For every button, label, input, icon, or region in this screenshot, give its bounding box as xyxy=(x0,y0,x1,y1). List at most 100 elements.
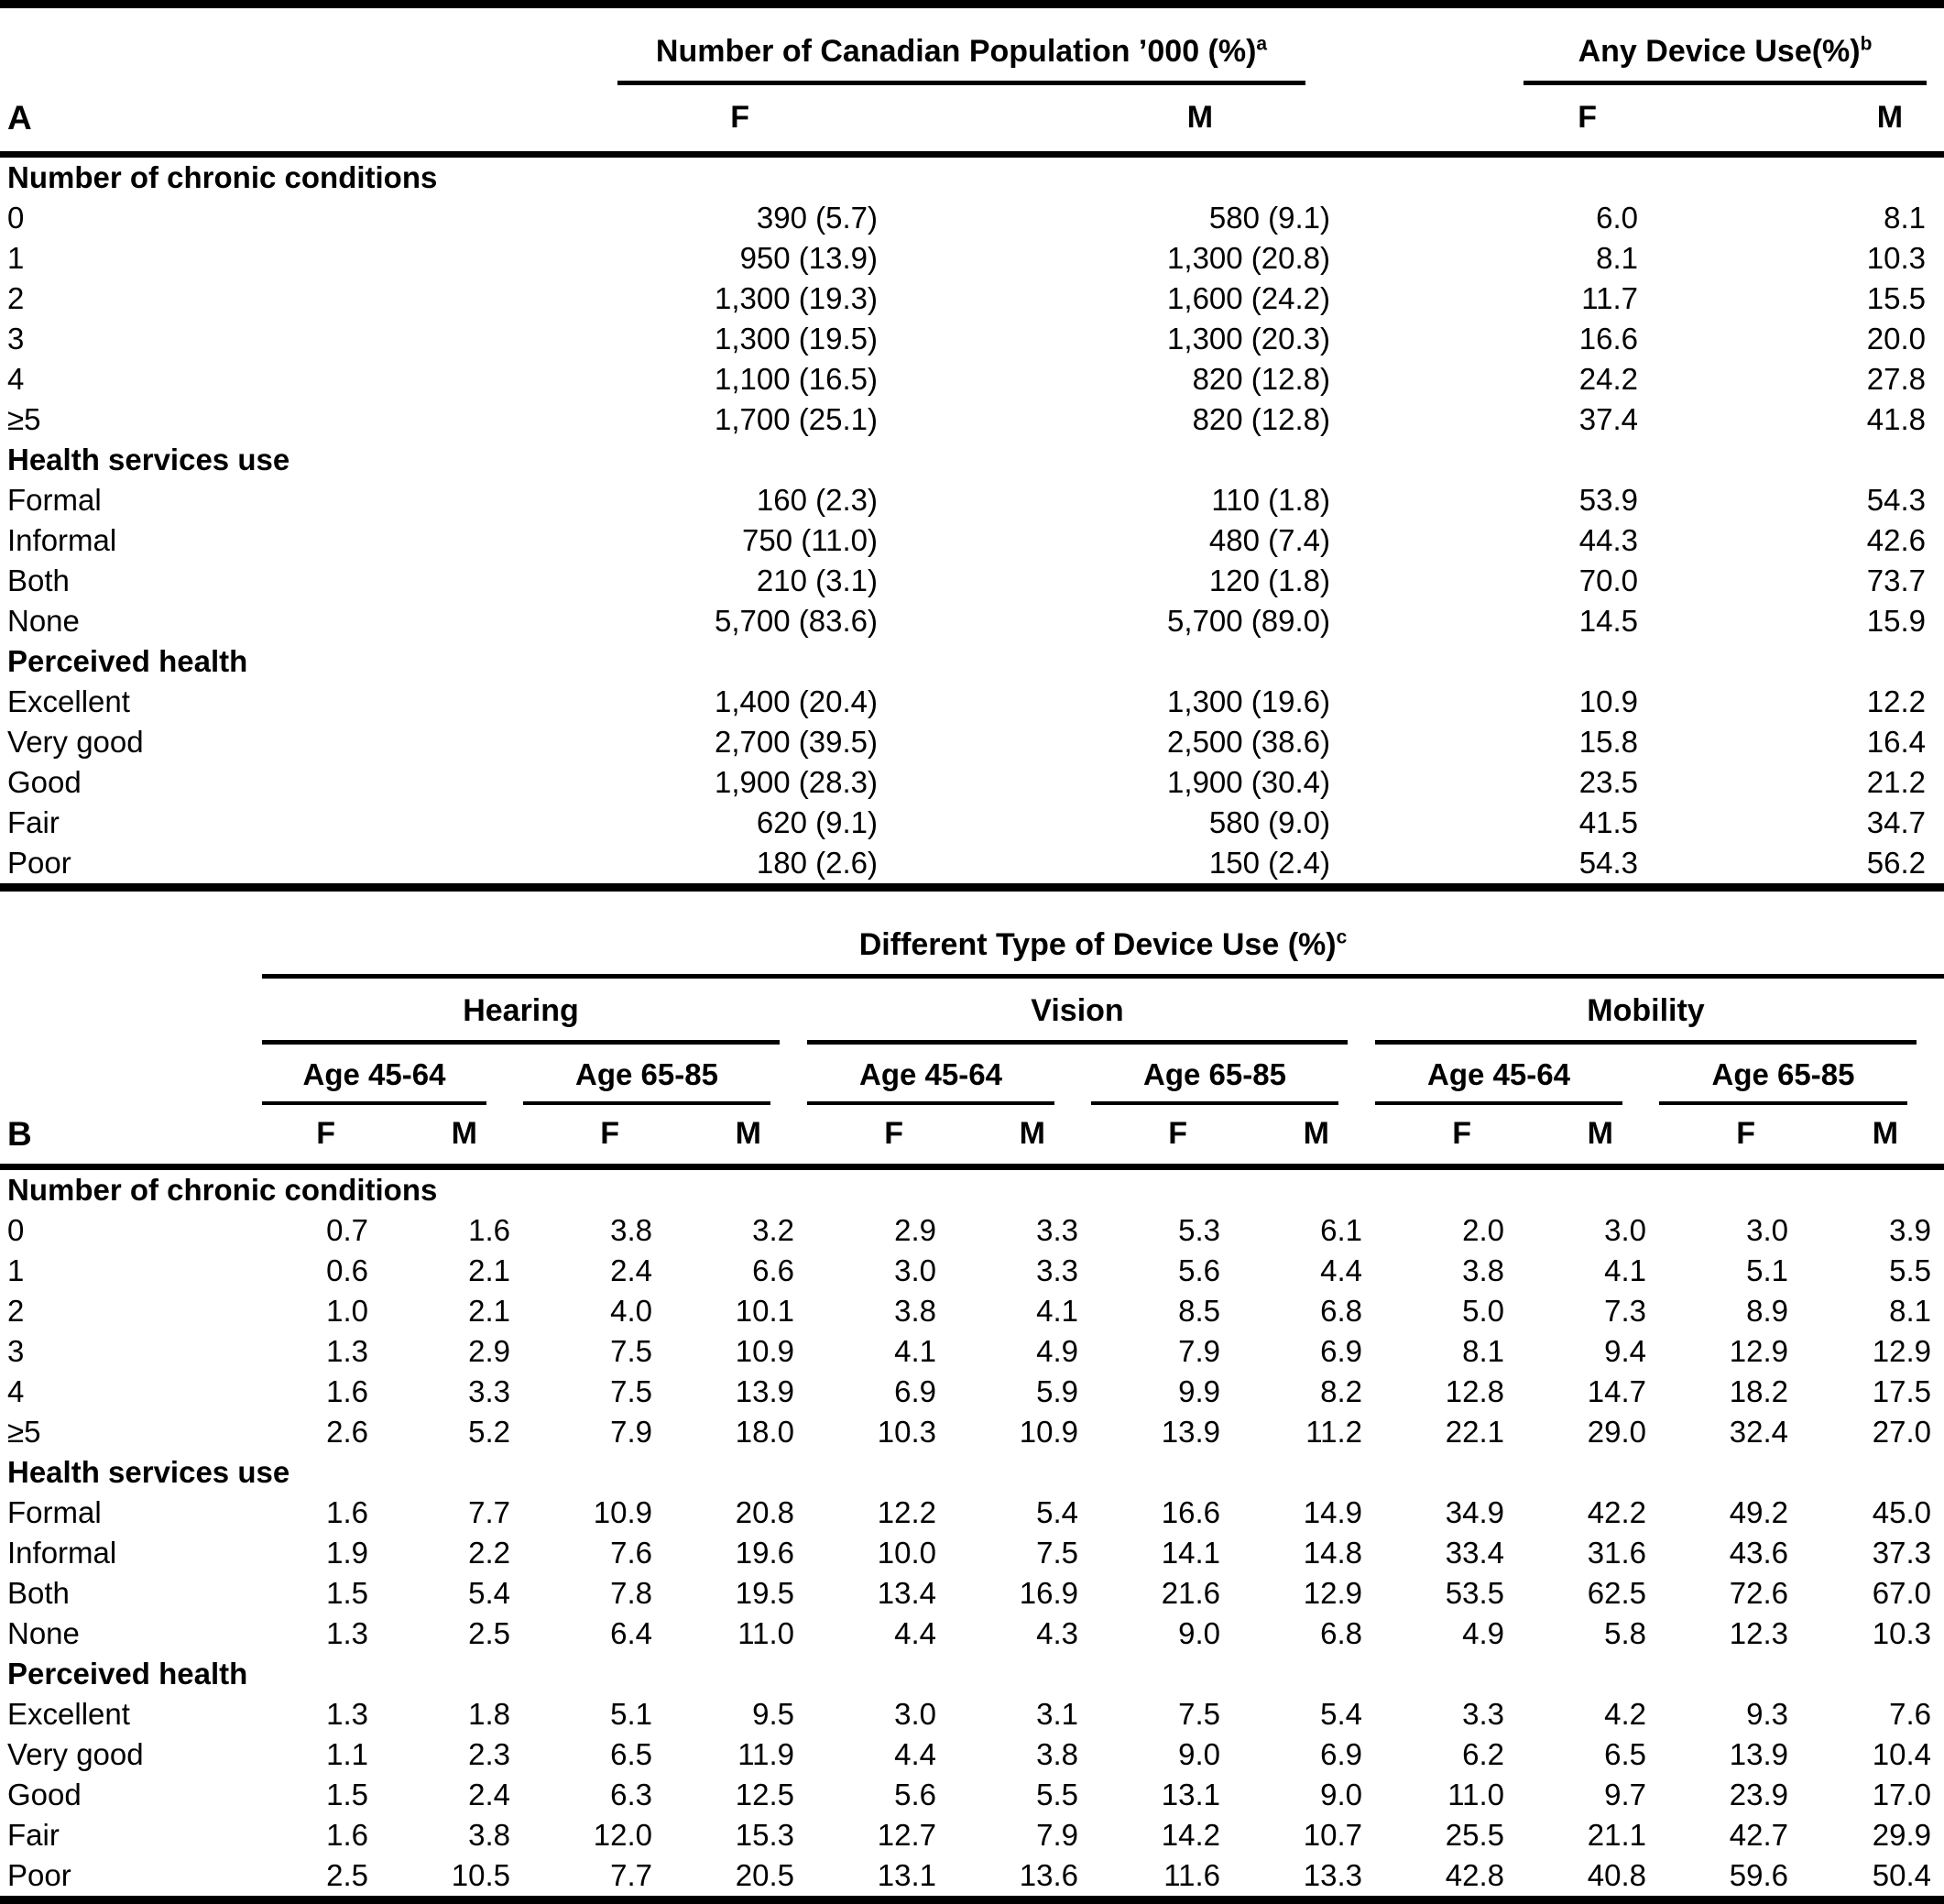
cell: 3.0 xyxy=(1746,1213,1788,1248)
cell: 480 (7.4) xyxy=(1208,523,1331,558)
cell: 4.4 xyxy=(1320,1253,1362,1288)
age-header: Age 65-85 xyxy=(1659,1045,1944,1105)
row-label: Excellent xyxy=(7,1697,130,1732)
spacer-cell xyxy=(0,1045,262,1105)
cell: 7.7 xyxy=(468,1495,510,1530)
cell: 16.4 xyxy=(1866,725,1927,760)
table-row: 3 1,300 (19.5) 1,300 (20.3) 16.6 20.0 xyxy=(0,319,1944,359)
cell: 11.6 xyxy=(1163,1858,1220,1893)
cell: 2.1 xyxy=(468,1253,510,1288)
table-row: 0 390 (5.7) 580 (9.1) 6.0 8.1 xyxy=(0,198,1944,238)
cell: 580 (9.1) xyxy=(1208,201,1331,235)
cell: 0.7 xyxy=(326,1213,368,1248)
cell: 13.3 xyxy=(1303,1858,1362,1893)
cell: 750 (11.0) xyxy=(742,523,878,558)
row-label: 4 xyxy=(7,1374,25,1409)
cell: 54.3 xyxy=(1866,483,1927,518)
section-title: Number of chronic conditions xyxy=(7,1173,438,1208)
cell: 17.5 xyxy=(1872,1374,1932,1409)
row-label: 0 xyxy=(7,1213,25,1248)
panel-label-a: A xyxy=(7,98,32,137)
cell: 5.5 xyxy=(1889,1253,1932,1288)
row-label: 0 xyxy=(7,201,25,235)
cell: 12.2 xyxy=(877,1495,936,1530)
cell: 9.7 xyxy=(1604,1778,1646,1812)
cell: 45.0 xyxy=(1872,1495,1932,1530)
cell: 8.1 xyxy=(1889,1294,1932,1329)
section-header: Perceived health xyxy=(0,1654,1944,1694)
cell: 2.4 xyxy=(468,1778,510,1812)
cell: 3.2 xyxy=(752,1213,794,1248)
cell: 1,300 (20.3) xyxy=(1167,322,1331,356)
cell: 33.4 xyxy=(1445,1536,1504,1570)
cell: 3.3 xyxy=(1462,1697,1504,1732)
cell: 8.1 xyxy=(1462,1334,1504,1369)
cell: 31.6 xyxy=(1587,1536,1646,1570)
col-header-m: M xyxy=(735,1116,761,1152)
col-header-m: M xyxy=(1587,1116,1613,1152)
cell: 10.4 xyxy=(1872,1737,1932,1772)
cell: 6.8 xyxy=(1320,1616,1362,1651)
table-row: None 5,700 (83.6) 5,700 (89.0) 14.5 15.9 xyxy=(0,601,1944,641)
cell: 1.5 xyxy=(326,1576,368,1611)
cell: 41.5 xyxy=(1578,805,1639,840)
section-title: Number of chronic conditions xyxy=(7,160,438,195)
cell: 1.3 xyxy=(326,1334,368,1369)
cell: 9.4 xyxy=(1604,1334,1646,1369)
cell: 10.0 xyxy=(877,1536,936,1570)
cell: 67.0 xyxy=(1872,1576,1932,1611)
section-title: Perceived health xyxy=(7,1657,248,1691)
row-label: Poor xyxy=(7,846,71,881)
cell: 1.3 xyxy=(326,1616,368,1651)
row-label: Both xyxy=(7,564,70,598)
cell: 15.8 xyxy=(1578,725,1639,760)
cell: 7.5 xyxy=(1178,1697,1220,1732)
col-header-f: F xyxy=(316,1116,335,1152)
cell: 6.8 xyxy=(1320,1294,1362,1329)
cell: 1,300 (19.5) xyxy=(715,322,878,356)
cell: 1,300 (19.3) xyxy=(715,281,878,316)
footnote-marker-c: c xyxy=(1336,926,1348,948)
row-label: 3 xyxy=(7,1334,25,1369)
population-group-label: Number of Canadian Population ’000 (%) xyxy=(655,33,1257,69)
cell: 11.9 xyxy=(737,1737,794,1772)
table-row: Both 1.5 5.4 7.8 19.5 13.4 16.9 21.6 12.9 53.5 62.… xyxy=(0,1573,1944,1614)
cell: 5.4 xyxy=(468,1576,510,1611)
col-header-m: M xyxy=(451,1116,477,1152)
cell: 12.5 xyxy=(735,1778,794,1812)
table-row: ≥5 2.6 5.2 7.9 18.0 10.3 10.9 13.9 11.2 22.1 29.0 3… xyxy=(0,1412,1944,1452)
cell: 10.5 xyxy=(451,1858,510,1893)
cell: 22.1 xyxy=(1445,1415,1504,1450)
cell: 4.1 xyxy=(894,1334,936,1369)
cell: 13.6 xyxy=(1019,1858,1078,1893)
cell: 950 (13.9) xyxy=(739,241,878,276)
cell: 34.9 xyxy=(1445,1495,1504,1530)
cell: 2.4 xyxy=(610,1253,652,1288)
cell: 2.9 xyxy=(894,1213,936,1248)
cell: 3.8 xyxy=(1036,1737,1078,1772)
table-row: Formal 1.6 7.7 10.9 20.8 12.2 5.4 16.6 14.9 34.9 4… xyxy=(0,1493,1944,1533)
col-header-f: F xyxy=(884,1116,903,1152)
row-label: 1 xyxy=(7,1253,25,1288)
row-label: 4 xyxy=(7,362,25,397)
cell: 12.9 xyxy=(1872,1334,1932,1369)
cell: 29.9 xyxy=(1872,1818,1932,1853)
table-b-device-group-row: Hearing Vision Mobility xyxy=(0,977,1944,1045)
age-label: Age 45-64 xyxy=(262,1057,486,1105)
cell: 4.4 xyxy=(894,1737,936,1772)
cell: 1.8 xyxy=(468,1697,510,1732)
cell: 41.8 xyxy=(1866,402,1927,437)
cell: 12.0 xyxy=(593,1818,652,1853)
cell: 6.4 xyxy=(610,1616,652,1651)
device-type-group-header: Different Type of Device Use (%)c xyxy=(262,887,1944,979)
col-header-m: M xyxy=(1303,1116,1329,1152)
cell: 8.1 xyxy=(1596,241,1639,276)
age-label: Age 45-64 xyxy=(1375,1057,1622,1105)
cell: 9.3 xyxy=(1746,1697,1788,1732)
cell: 6.5 xyxy=(1604,1737,1646,1772)
cell: 27.0 xyxy=(1872,1415,1932,1450)
cell: 10.9 xyxy=(1019,1415,1078,1450)
cell: 34.7 xyxy=(1866,805,1927,840)
table-b-column-header-row: B F M F M F M F M F M F M xyxy=(0,1105,1944,1167)
cell: 820 (12.8) xyxy=(1192,402,1331,437)
